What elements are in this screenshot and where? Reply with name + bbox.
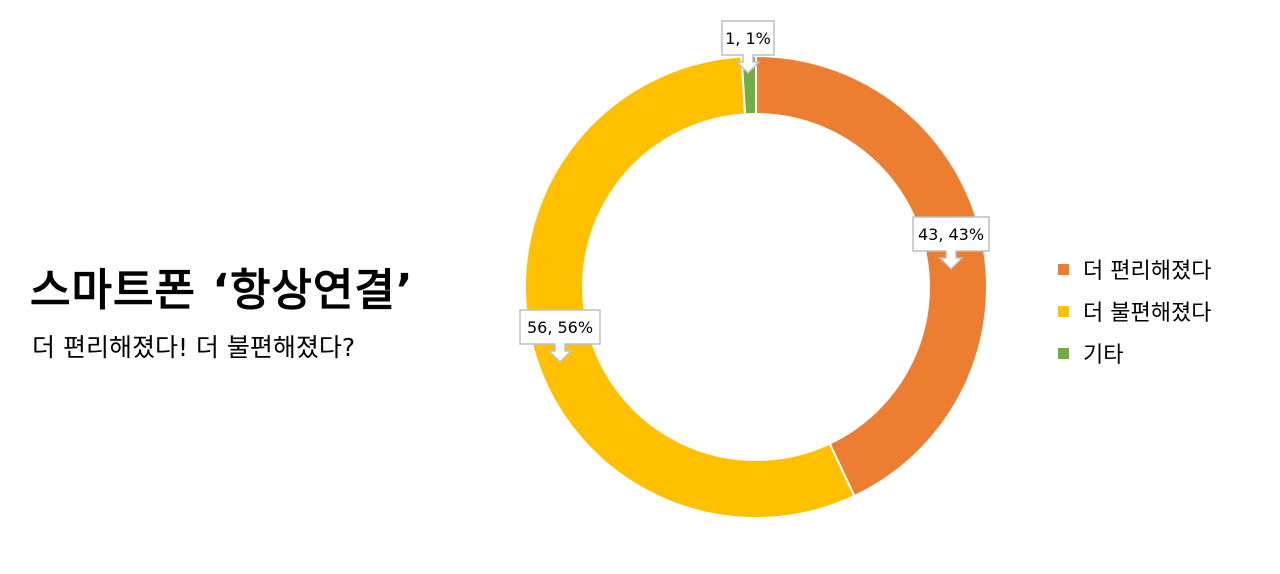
data-label-text-convenient: 43, 43%	[918, 225, 984, 244]
data-label-convenient: 43, 43%	[912, 216, 990, 271]
chart-legend: 더 편리해졌다 더 불편해졌다 기타	[1058, 248, 1211, 374]
legend-item-inconvenient: 더 불편해졌다	[1058, 290, 1211, 332]
legend-label-inconvenient: 더 불편해졌다	[1083, 301, 1212, 326]
data-label-inconvenient: 56, 56%	[519, 309, 601, 364]
legend-swatch-other	[1058, 347, 1069, 359]
data-label-text-other: 1, 1%	[725, 29, 771, 48]
legend-item-convenient: 더 편리해졌다	[1058, 248, 1211, 290]
legend-swatch-inconvenient	[1058, 305, 1069, 317]
legend-label-other: 기타	[1083, 343, 1124, 368]
donut-slice-inconvenient	[524, 55, 856, 519]
data-label-box-other	[721, 20, 775, 75]
data-label-text-inconvenient: 56, 56%	[527, 318, 593, 337]
data-label-box-convenient	[912, 216, 990, 271]
chart-headline: 스마트폰 ‘항상연결’	[30, 265, 414, 316]
chart-subheadline: 더 편리해졌다! 더 불편해졌다?	[32, 333, 356, 362]
data-label-other: 1, 1%	[721, 20, 775, 75]
legend-label-convenient: 더 편리해졌다	[1083, 259, 1212, 284]
donut-slice-convenient	[755, 54, 988, 498]
legend-swatch-convenient	[1058, 263, 1069, 275]
data-label-box-inconvenient	[519, 309, 601, 364]
legend-item-other: 기타	[1058, 332, 1211, 374]
